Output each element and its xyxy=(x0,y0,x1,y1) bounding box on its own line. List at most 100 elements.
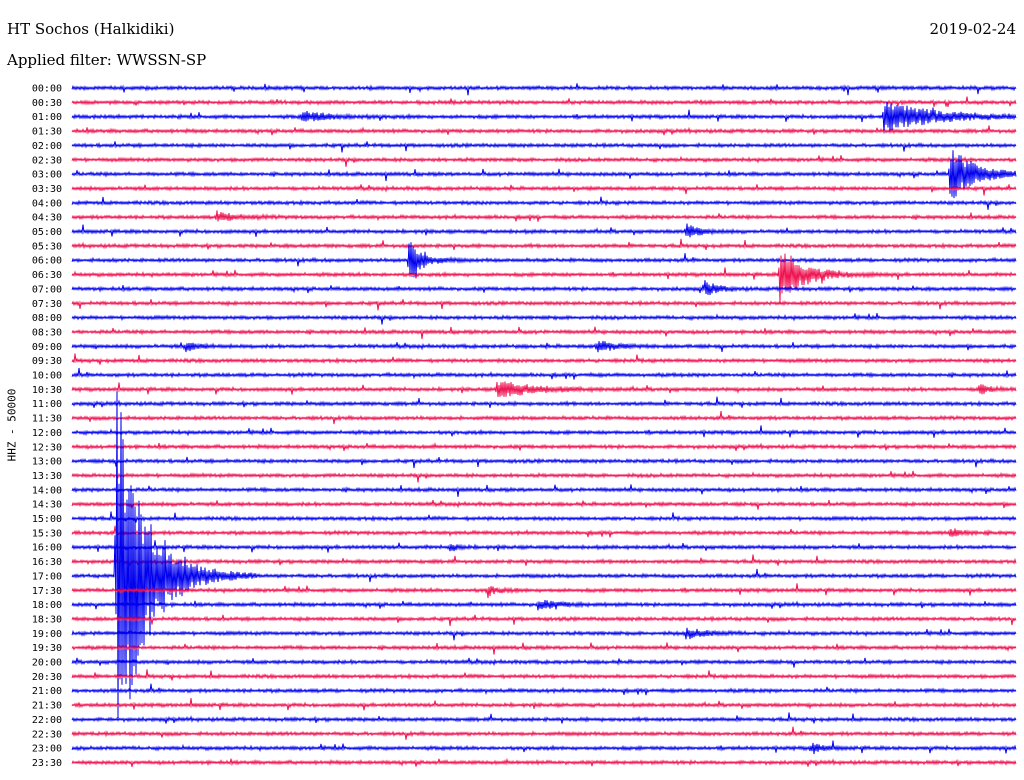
trace-line xyxy=(71,698,1017,711)
row-time-label: 05:00 xyxy=(32,227,62,238)
row-time-label: 20:00 xyxy=(32,658,62,669)
row-time-label: 15:30 xyxy=(32,528,62,539)
row-time-label: 06:30 xyxy=(32,270,62,281)
trace-line xyxy=(71,669,1017,681)
row-time-label: 14:00 xyxy=(32,485,62,496)
trace-line xyxy=(71,396,1017,408)
row-time-label: 08:30 xyxy=(32,327,62,338)
row-time-label: 04:30 xyxy=(32,213,62,224)
station-title: HT Sochos (Halkidiki) xyxy=(7,20,175,38)
trace-line xyxy=(71,340,1017,353)
row-time-label: 23:30 xyxy=(32,758,62,769)
row-time-label: 04:00 xyxy=(32,198,62,209)
trace-line xyxy=(71,101,1017,134)
row-time-label: 13:00 xyxy=(32,457,62,468)
row-time-label: 11:00 xyxy=(32,399,62,410)
trace-line xyxy=(71,242,1017,278)
row-time-label: 12:30 xyxy=(32,442,62,453)
row-time-label: 09:00 xyxy=(32,342,62,353)
trace-line xyxy=(71,210,1017,222)
trace-line xyxy=(71,425,1017,438)
row-time-label: 22:00 xyxy=(32,715,62,726)
row-time-label: 10:30 xyxy=(32,385,62,396)
row-time-label: 07:30 xyxy=(32,299,62,310)
trace-line xyxy=(71,683,1017,696)
row-time-label: 17:30 xyxy=(32,586,62,597)
row-time-label: 10:00 xyxy=(32,371,62,382)
row-time-label: 00:00 xyxy=(32,84,62,95)
row-time-label: 05:30 xyxy=(32,241,62,252)
row-time-label: 11:30 xyxy=(32,414,62,425)
row-time-label: 18:30 xyxy=(32,614,62,625)
trace-line xyxy=(71,353,1017,365)
trace-line xyxy=(71,253,1017,304)
trace-line xyxy=(71,96,1017,107)
date-label: 2019-02-24 xyxy=(929,20,1016,38)
row-time-label: 15:00 xyxy=(32,514,62,525)
trace-line xyxy=(71,657,1017,668)
trace-line xyxy=(71,223,1017,238)
trace-line xyxy=(71,583,1017,599)
row-time-label: 16:00 xyxy=(32,543,62,554)
trace-line xyxy=(71,326,1017,339)
trace-line xyxy=(71,540,1017,553)
trace-line xyxy=(71,83,1017,96)
trace-line xyxy=(71,627,1017,641)
trace-line xyxy=(71,313,1017,325)
trace-line xyxy=(71,614,1017,627)
trace-line xyxy=(71,726,1017,740)
row-time-label: 18:00 xyxy=(32,600,62,611)
trace-line xyxy=(71,125,1017,136)
row-time-label: 03:00 xyxy=(32,170,62,181)
trace-line xyxy=(71,456,1017,469)
trace-line xyxy=(71,391,1017,719)
filter-label: Applied filter: WWSSN-SP xyxy=(7,51,207,69)
row-time-label: 19:30 xyxy=(32,643,62,654)
row-time-label: 09:30 xyxy=(32,356,62,367)
trace-line xyxy=(71,280,1017,296)
trace-line xyxy=(71,470,1017,483)
row-time-label: 22:30 xyxy=(32,729,62,740)
trace-line xyxy=(71,600,1017,611)
row-time-label: 16:30 xyxy=(32,557,62,568)
trace-line xyxy=(71,554,1017,566)
row-time-label: 08:00 xyxy=(32,313,62,324)
row-time-label: 02:00 xyxy=(32,141,62,152)
trace-line xyxy=(71,757,1017,767)
row-time-label: 19:00 xyxy=(32,629,62,640)
trace-line xyxy=(71,410,1017,425)
row-time-label: 13:30 xyxy=(32,471,62,482)
trace-line xyxy=(71,150,1017,199)
row-time-label: 06:00 xyxy=(32,256,62,267)
trace-line xyxy=(71,484,1017,497)
row-time-label: 02:30 xyxy=(32,155,62,166)
row-time-label: 20:30 xyxy=(32,672,62,683)
trace-line xyxy=(71,141,1017,153)
row-time-label: 21:30 xyxy=(32,701,62,712)
trace-line xyxy=(71,642,1017,655)
trace-line xyxy=(71,712,1017,724)
trace-line xyxy=(71,381,1017,397)
trace-line xyxy=(71,511,1017,523)
row-time-label: 00:30 xyxy=(32,98,62,109)
row-time-label: 12:00 xyxy=(32,428,62,439)
trace-line xyxy=(71,299,1017,311)
trace-line xyxy=(71,238,1017,251)
trace-line xyxy=(71,367,1017,380)
trace-line xyxy=(71,184,1017,196)
trace-line xyxy=(71,740,1017,755)
trace-line xyxy=(71,525,1017,538)
row-time-label: 01:30 xyxy=(32,127,62,138)
row-time-label: 01:00 xyxy=(32,112,62,123)
trace-line xyxy=(71,499,1017,510)
row-time-label: 17:00 xyxy=(32,571,62,582)
row-time-label: 21:00 xyxy=(32,686,62,697)
row-time-label: 14:30 xyxy=(32,500,62,511)
trace-line xyxy=(71,155,1017,167)
trace-line xyxy=(71,442,1017,452)
row-time-label: 03:30 xyxy=(32,184,62,195)
trace-line xyxy=(71,196,1017,210)
row-time-label: 23:00 xyxy=(32,744,62,755)
row-time-label: 07:00 xyxy=(32,284,62,295)
